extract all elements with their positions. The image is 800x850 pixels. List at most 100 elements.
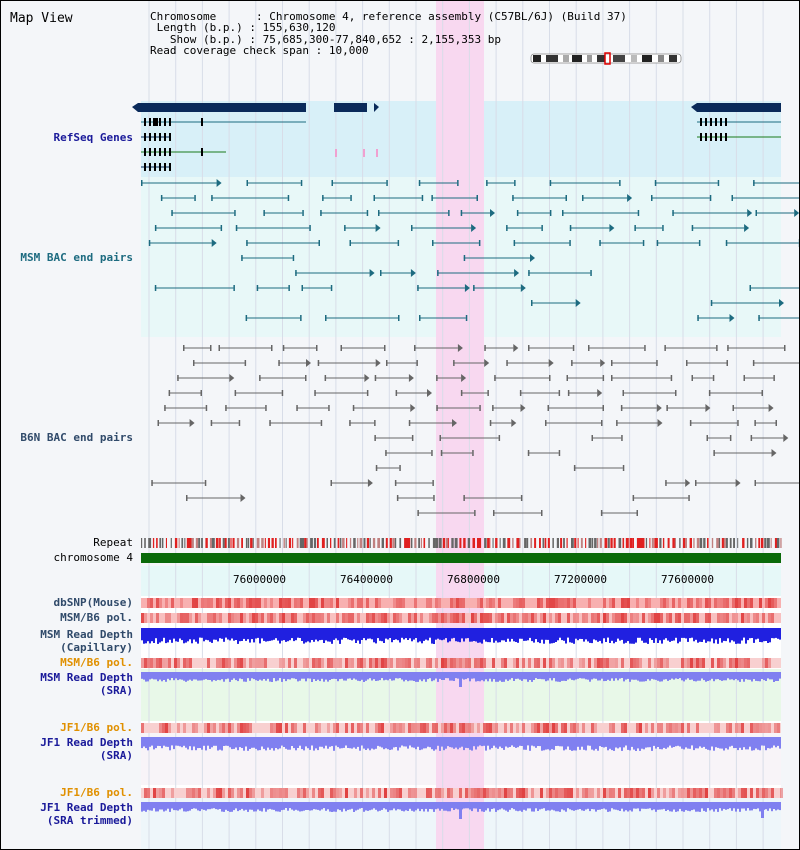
depth-bar bbox=[417, 737, 419, 747]
depth-bar bbox=[175, 802, 177, 811]
track-label-msm-b6-pol-1[interactable]: MSM/B6 pol. bbox=[60, 611, 133, 624]
depth-bar bbox=[351, 802, 353, 809]
heat-cell bbox=[354, 788, 357, 798]
track-label-chromosome[interactable]: chromosome 4 bbox=[53, 551, 133, 564]
depth-bar bbox=[747, 672, 749, 680]
heat-cell bbox=[375, 658, 378, 668]
track-label-jf1-b6-pol-2[interactable]: JF1/B6 pol. bbox=[60, 786, 133, 799]
track-label-msm-depth-sra[interactable]: MSM Read Depth bbox=[40, 671, 133, 684]
heat-cell bbox=[687, 723, 690, 733]
depth-bar bbox=[747, 628, 749, 641]
heat-cell bbox=[402, 723, 405, 733]
depth-bar bbox=[357, 672, 359, 681]
depth-bar bbox=[161, 737, 163, 749]
depth-bar bbox=[169, 628, 171, 640]
heat-cell bbox=[249, 658, 252, 668]
heat-cell bbox=[582, 723, 585, 733]
depth-bar bbox=[537, 628, 539, 643]
depth-bar bbox=[191, 628, 193, 644]
track-label-jf1-depth-sra[interactable]: JF1 Read Depth bbox=[40, 736, 133, 749]
repeat-mark bbox=[711, 538, 714, 548]
heat-cell bbox=[294, 598, 297, 608]
depth-bar bbox=[657, 737, 659, 747]
bac-end bbox=[527, 450, 530, 456]
heat-cell bbox=[582, 658, 585, 668]
heat-cell bbox=[615, 613, 618, 623]
repeat-mark bbox=[353, 538, 356, 548]
depth-bar bbox=[225, 628, 227, 638]
depth-bar bbox=[609, 802, 611, 812]
bac-end bbox=[513, 240, 516, 246]
depth-bar bbox=[175, 628, 177, 642]
depth-bar bbox=[495, 737, 497, 748]
vertical-grid bbox=[148, 1, 764, 849]
track-label-jf1-b6-pol-1[interactable]: JF1/B6 pol. bbox=[60, 721, 133, 734]
depth-bar bbox=[347, 628, 349, 640]
depth-bar bbox=[173, 737, 175, 750]
depth-bar bbox=[743, 737, 745, 748]
heat-cell bbox=[429, 613, 432, 623]
heat-cell bbox=[297, 788, 300, 798]
repeat-mark bbox=[432, 538, 436, 548]
repeat-mark bbox=[776, 538, 780, 548]
track-label-dbsnp[interactable]: dbSNP(Mouse) bbox=[53, 596, 133, 609]
depth-bar bbox=[523, 802, 525, 810]
bac-end bbox=[394, 480, 397, 486]
depth-bar bbox=[163, 628, 165, 638]
heat-cell bbox=[195, 613, 198, 623]
depth-bar bbox=[263, 672, 265, 679]
heat-cell bbox=[669, 723, 672, 733]
heat-cell bbox=[654, 658, 657, 668]
heat-cell bbox=[567, 613, 570, 623]
depth-bar bbox=[709, 737, 711, 751]
track-label-msm-b6-pol-2[interactable]: MSM/B6 pol. bbox=[60, 656, 133, 669]
depth-bar bbox=[489, 672, 491, 679]
heat-cell bbox=[555, 598, 558, 608]
exon bbox=[164, 118, 166, 126]
depth-bar bbox=[159, 737, 161, 746]
heat-cell bbox=[459, 658, 462, 668]
depth-bar bbox=[343, 672, 345, 681]
depth-bar bbox=[217, 672, 219, 680]
depth-bar bbox=[487, 628, 489, 643]
depth-bar bbox=[501, 628, 503, 641]
heat-cell bbox=[663, 598, 666, 608]
heat-cell bbox=[489, 723, 492, 733]
depth-bar bbox=[699, 802, 701, 812]
depth-bar bbox=[469, 802, 471, 810]
depth-bar bbox=[649, 737, 651, 748]
track-label-msm-bac[interactable]: MSM BAC end pairs bbox=[20, 251, 133, 264]
depth-bar bbox=[587, 672, 589, 680]
heat-cell bbox=[507, 788, 510, 798]
bac-end bbox=[220, 225, 223, 231]
heat-cell bbox=[288, 613, 291, 623]
depth-bar bbox=[569, 628, 571, 643]
depth-bar bbox=[765, 628, 767, 641]
heat-cell bbox=[456, 613, 459, 623]
track-label-repeat[interactable]: Repeat bbox=[93, 536, 133, 549]
bac-end bbox=[565, 195, 567, 201]
depth-bar bbox=[779, 737, 781, 749]
exon bbox=[154, 148, 156, 156]
heat-cell bbox=[396, 723, 399, 733]
depth-bar bbox=[691, 737, 693, 746]
bac-arrow bbox=[427, 389, 432, 397]
depth-bar bbox=[381, 672, 383, 679]
depth-bar bbox=[515, 802, 517, 811]
track-label-msm-depth-cap[interactable]: MSM Read Depth bbox=[40, 628, 133, 641]
heat-cell bbox=[201, 598, 204, 608]
track-label-b6n-bac[interactable]: B6N BAC end pairs bbox=[20, 431, 133, 444]
depth-bar bbox=[327, 802, 329, 810]
heat-cell bbox=[360, 723, 363, 733]
bac-end bbox=[465, 315, 468, 321]
track-label-jf1-depth-trim[interactable]: JF1 Read Depth bbox=[40, 801, 133, 814]
region-info: Chromosome : Chromosome 4, reference ass… bbox=[150, 10, 627, 57]
depth-bar bbox=[269, 628, 271, 641]
depth-bar bbox=[363, 802, 365, 812]
track-label-refseq[interactable]: RefSeq Genes bbox=[53, 131, 133, 144]
depth-bar bbox=[729, 802, 731, 809]
heat-cell bbox=[429, 658, 432, 668]
depth-bar bbox=[389, 672, 391, 679]
heat-cell bbox=[717, 788, 720, 798]
depth-bar bbox=[745, 802, 747, 811]
